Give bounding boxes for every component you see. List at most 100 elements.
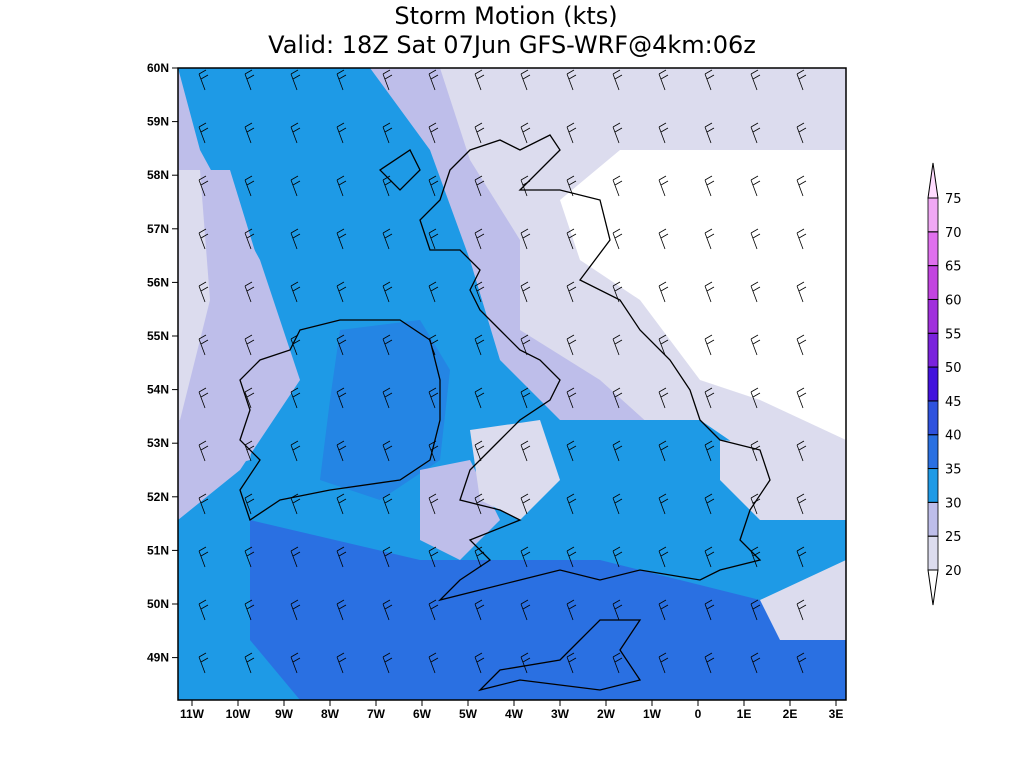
wind-barb — [704, 652, 715, 674]
wind-barb — [382, 440, 393, 462]
wind-barb — [796, 599, 807, 621]
colorbar-label: 20 — [945, 564, 962, 579]
lat-label: 55N — [147, 329, 169, 343]
wind-barb — [382, 599, 393, 621]
colorbar-high — [927, 162, 939, 199]
wind-barb — [428, 599, 439, 621]
wind-barb — [428, 334, 439, 356]
colorbar: 20 25 30 35 40 45 50 55 60 65 70 75 — [927, 162, 962, 606]
wind-barb — [428, 69, 439, 91]
wind-barb — [290, 175, 301, 197]
wind-barb — [612, 652, 623, 674]
wind-barb — [658, 228, 669, 250]
wind-barb — [244, 652, 255, 674]
wind-barb — [750, 387, 761, 409]
wind-barb — [198, 334, 209, 356]
wind-barb — [244, 122, 255, 144]
lat-label: 59N — [147, 115, 169, 129]
wind-barb — [704, 334, 715, 356]
colorbar-label: 40 — [945, 429, 962, 444]
wind-barb — [612, 546, 623, 568]
wind-barb — [796, 546, 807, 568]
wind-barb — [704, 546, 715, 568]
wind-barb — [704, 175, 715, 197]
wind-barb — [474, 387, 485, 409]
lon-label: 11W — [180, 707, 205, 721]
colorbar-label: 55 — [945, 327, 962, 342]
wind-barb — [520, 175, 531, 197]
wind-barb — [520, 599, 531, 621]
wind-barb — [428, 228, 439, 250]
map-frame — [177, 67, 847, 701]
wind-barb — [428, 440, 439, 462]
lon-label: 3W — [551, 707, 570, 721]
colorbar-low — [927, 569, 939, 606]
colorbar-label: 30 — [945, 496, 962, 511]
colorbar-label: 75 — [945, 192, 962, 207]
wind-barb — [704, 281, 715, 303]
colorbar-label: 25 — [945, 530, 962, 545]
subtitle: Valid: 18Z Sat 07Jun GFS-WRF@4km:06z — [268, 31, 756, 59]
wind-barb — [474, 228, 485, 250]
wind-barb — [612, 387, 623, 409]
wind-barb — [796, 175, 807, 197]
wind-barb — [428, 387, 439, 409]
wind-barb — [428, 175, 439, 197]
wind-barb — [382, 122, 393, 144]
wind-barb — [382, 281, 393, 303]
wind-barb — [474, 281, 485, 303]
colorbar-band — [927, 265, 939, 300]
wind-barb — [290, 546, 301, 568]
lon-label: 3E — [829, 707, 844, 721]
wind-barb — [658, 69, 669, 91]
wind-barb — [198, 546, 209, 568]
wind-barb — [244, 228, 255, 250]
colorbar-label: 50 — [945, 361, 962, 376]
wind-barb — [428, 281, 439, 303]
wind-barb — [428, 493, 439, 515]
wind-barb — [474, 175, 485, 197]
wind-barb — [704, 69, 715, 91]
wind-barb — [198, 228, 209, 250]
wind-barb — [566, 387, 577, 409]
wind-barb — [474, 493, 485, 515]
wind-barb — [750, 440, 761, 462]
wind-barb — [244, 493, 255, 515]
wind-barb — [658, 334, 669, 356]
wind-barb — [612, 281, 623, 303]
wind-barb — [336, 493, 347, 515]
wind-barb — [566, 122, 577, 144]
wind-barb — [474, 440, 485, 462]
wind-barb — [198, 599, 209, 621]
wind-barb — [612, 334, 623, 356]
wind-barb — [520, 228, 531, 250]
wind-barb — [336, 652, 347, 674]
wind-barb — [336, 122, 347, 144]
axis-ticks: 60N 59N 58N 57N 56N 55N 54N 53N 52N 51N 50N 49N 11W 1… — [147, 61, 843, 721]
colorbar-band — [927, 197, 939, 233]
wind-barb — [290, 599, 301, 621]
wind-barb — [336, 387, 347, 409]
wind-barb — [750, 175, 761, 197]
lat-label: 53N — [147, 436, 169, 450]
wind-barb — [566, 546, 577, 568]
wind-barb — [658, 440, 669, 462]
wind-barb — [566, 652, 577, 674]
wind-barb — [244, 440, 255, 462]
coastline — [239, 134, 771, 692]
wind-barb — [796, 122, 807, 144]
wind-barb — [612, 122, 623, 144]
wind-barb — [290, 334, 301, 356]
wind-barb — [520, 122, 531, 144]
map-field — [178, 68, 846, 700]
wind-barb — [612, 228, 623, 250]
wind-barb — [382, 652, 393, 674]
colorbar-label: 60 — [945, 293, 962, 308]
wind-barb — [658, 652, 669, 674]
wind-barb — [198, 175, 209, 197]
wind-barb — [566, 440, 577, 462]
wind-barb — [750, 281, 761, 303]
lat-label: 57N — [147, 222, 169, 236]
lon-label: 10W — [226, 707, 251, 721]
wind-barb — [750, 599, 761, 621]
